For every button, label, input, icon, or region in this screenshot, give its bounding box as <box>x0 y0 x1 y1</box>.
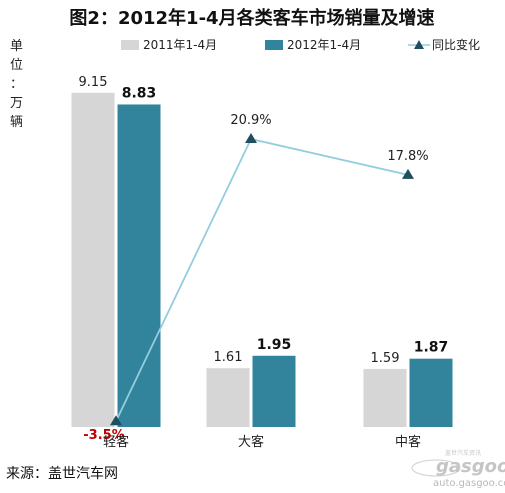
data-label-2011: 1.59 <box>371 351 400 366</box>
bars <box>71 92 453 428</box>
yoy-marker <box>402 168 414 179</box>
category-label: 轻客 <box>103 434 129 450</box>
watermark-logo: 盖世汽车资讯 gasgoo auto.gasgoo.com <box>411 449 505 489</box>
legend-swatch <box>265 40 283 50</box>
data-label-2012: 1.87 <box>414 340 449 356</box>
bar-2012 <box>117 104 161 428</box>
legend-entry: 2011年1-4月 <box>143 38 217 52</box>
y-axis-label-char: 单 <box>10 39 23 54</box>
bar-2011 <box>71 92 115 427</box>
watermark-tagline: 盖世汽车资讯 <box>445 449 481 457</box>
y-axis-label-char: ： <box>10 77 23 92</box>
watermark-logo-text: gasgoo <box>436 456 505 477</box>
category-label: 大客 <box>238 434 264 450</box>
bar-2012 <box>409 358 453 427</box>
yoy-marker <box>245 132 257 143</box>
data-label-yoy: 17.8% <box>387 149 428 164</box>
data-label-2012: 8.83 <box>122 85 157 101</box>
legend: 2011年1-4月 2012年1-4月 同比变化 <box>121 37 480 52</box>
y-axis-label-char: 辆 <box>10 115 23 130</box>
bar-2011 <box>363 368 407 427</box>
legend-swatch <box>121 40 139 50</box>
legend-triangle-marker <box>414 40 424 49</box>
bar-2011 <box>206 368 250 427</box>
bar-2012 <box>252 355 296 427</box>
data-label-2011: 9.15 <box>79 75 108 90</box>
yoy-line-layer <box>110 132 414 426</box>
yoy-marker <box>110 415 122 426</box>
legend-entry: 2012年1-4月 <box>287 38 361 52</box>
data-label-yoy: -3.5% <box>83 428 124 443</box>
y-axis-label: 单位 ： 万辆 <box>10 39 23 130</box>
y-axis-label-char: 万 <box>10 96 23 111</box>
source-note: 来源：盖世汽车网 <box>6 465 118 482</box>
data-labels: 9.15 8.83 1.61 1.95 1.59 1.87 -3.5% 20.9% 17.8% <box>79 75 449 443</box>
data-label-2011: 1.61 <box>214 350 243 365</box>
chart-title: 图2：2012年1-4月各类客车市场销量及增速 <box>69 7 434 29</box>
legend-entry: 同比变化 <box>432 37 480 52</box>
watermark-site: auto.gasgoo.com <box>433 478 505 489</box>
data-label-2012: 1.95 <box>257 337 292 353</box>
category-label: 中客 <box>395 434 421 450</box>
y-axis-label-char: 位 <box>10 58 23 73</box>
data-label-yoy: 20.9% <box>230 113 271 128</box>
x-axis-categories: 轻客 大客 中客 <box>103 434 421 450</box>
